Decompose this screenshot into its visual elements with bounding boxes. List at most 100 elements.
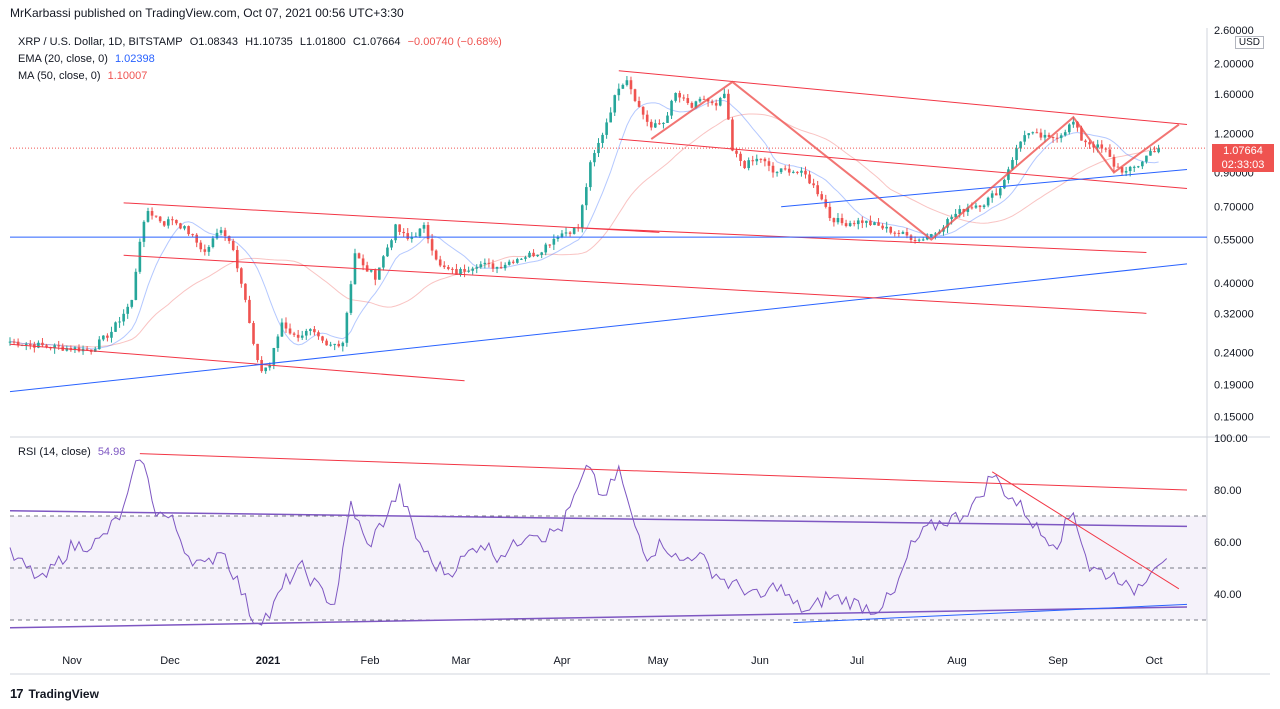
- candle-body: [378, 267, 381, 280]
- candle-body: [1124, 171, 1128, 173]
- candle-body: [97, 339, 101, 350]
- brand-name: TradingView: [28, 686, 99, 701]
- candle-body: [1031, 132, 1035, 134]
- candle-body: [300, 335, 304, 338]
- trendline-lower-left: [9, 343, 465, 382]
- time-tick-label: Dec: [160, 655, 180, 667]
- candle-body: [357, 253, 361, 259]
- candle-body: [438, 259, 442, 266]
- candle-body: [317, 332, 320, 337]
- candle-body: [698, 98, 702, 102]
- candle-body: [986, 197, 990, 206]
- candle-body: [718, 98, 722, 106]
- candle-body: [211, 238, 215, 248]
- candle-body: [812, 183, 815, 186]
- candle-body: [1157, 148, 1160, 153]
- candle-body: [231, 241, 235, 251]
- candle-body: [528, 252, 531, 258]
- candle-body: [840, 218, 844, 224]
- price-tick-label: 0.70000: [1214, 202, 1254, 214]
- candle-body: [57, 345, 61, 347]
- candle-body: [540, 252, 543, 255]
- channel-mid-right: [618, 138, 1188, 190]
- candle-body: [524, 257, 527, 259]
- rsi-label: RSI (14, close): [18, 446, 91, 458]
- candle-body: [16, 341, 20, 346]
- candle-body: [881, 225, 884, 229]
- candle-body: [702, 98, 706, 100]
- candle-body: [130, 299, 134, 307]
- candle-body: [203, 249, 207, 252]
- price-tick-label: 1.60000: [1214, 89, 1254, 101]
- candle-body: [662, 122, 665, 124]
- time-tick-label: May: [648, 655, 669, 667]
- time-tick-label: Jun: [751, 655, 769, 667]
- candle-body: [682, 97, 686, 99]
- currency-badge[interactable]: USD: [1234, 36, 1264, 49]
- candle-body: [844, 223, 848, 227]
- candle-body: [958, 209, 962, 214]
- ema-legend[interactable]: EMA (20, close, 0) 1.02398: [18, 53, 159, 65]
- ohlc-low: L1.01800: [299, 36, 346, 48]
- candle-body: [978, 205, 982, 208]
- candle-body: [503, 264, 507, 269]
- candle-body: [921, 239, 925, 241]
- channel-upper-left: [123, 202, 660, 233]
- candle-body: [950, 217, 953, 220]
- candle-body: [280, 322, 284, 337]
- candle-body: [629, 80, 633, 90]
- candle-body: [775, 172, 779, 174]
- candle-body: [191, 234, 194, 236]
- candle-body: [645, 114, 649, 122]
- candle-body: [365, 265, 369, 272]
- candle-body: [564, 232, 568, 234]
- candle-body: [982, 205, 986, 208]
- price-tick-label: 0.19000: [1214, 379, 1254, 391]
- candle-body: [479, 264, 483, 268]
- candle-body: [779, 168, 783, 173]
- candle-body: [85, 348, 89, 350]
- candle-body: [382, 256, 385, 268]
- candles-group: [8, 76, 1160, 374]
- candle-body: [41, 342, 44, 346]
- candle-body: [154, 215, 158, 217]
- candle-body: [735, 150, 738, 154]
- ema-value: 1.02398: [114, 53, 155, 65]
- candle-body: [913, 239, 917, 241]
- candle-body: [142, 221, 146, 242]
- candle-body: [150, 211, 154, 216]
- candle-body: [674, 93, 677, 101]
- countdown-label: 02:33:03: [1212, 158, 1274, 172]
- time-tick-label: Mar: [452, 655, 471, 667]
- tradingview-brand[interactable]: 17 TradingView: [10, 686, 99, 701]
- candle-body: [93, 349, 97, 352]
- candle-body: [966, 207, 970, 212]
- candle-body: [1027, 133, 1031, 136]
- candle-body: [686, 98, 690, 103]
- rsi-value: 54.98: [97, 446, 126, 458]
- rsi-legend[interactable]: RSI (14, close) 54.98: [18, 446, 129, 458]
- candle-body: [649, 121, 653, 128]
- candle-body: [601, 134, 604, 143]
- time-tick-label: Oct: [1145, 655, 1162, 667]
- candle-body: [690, 102, 694, 108]
- candle-body: [1141, 161, 1144, 167]
- candle-body: [1128, 166, 1132, 172]
- candle-body: [552, 238, 556, 245]
- candle-body: [1059, 135, 1063, 139]
- candle-body: [166, 219, 170, 226]
- candle-body: [796, 171, 799, 173]
- candle-body: [1035, 132, 1039, 134]
- candle-body: [1084, 140, 1087, 143]
- candle-body: [183, 226, 186, 229]
- ma-legend[interactable]: MA (50, close, 0) 1.10007: [18, 70, 151, 82]
- candle-body: [593, 153, 596, 163]
- candle-body: [451, 268, 454, 270]
- price-tick-label: 2.60000: [1214, 25, 1254, 37]
- candle-body: [309, 329, 312, 331]
- candle-body: [1043, 134, 1047, 138]
- candle-body: [268, 364, 272, 368]
- price-change: −0.00740 (−0.68%): [407, 36, 502, 48]
- candle-body: [260, 360, 263, 372]
